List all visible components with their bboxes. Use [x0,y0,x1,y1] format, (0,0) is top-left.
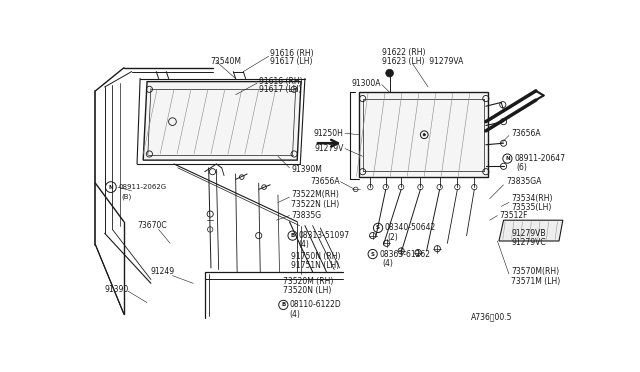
Text: 91616 (RH): 91616 (RH) [270,49,314,58]
Text: 08340-50642: 08340-50642 [385,224,436,232]
Text: 73835GA: 73835GA [507,177,542,186]
Text: 91249: 91249 [151,267,175,276]
Polygon shape [359,92,488,177]
Text: 91279VB: 91279VB [511,229,546,238]
Text: 73522M(RH): 73522M(RH) [291,190,339,199]
Text: 91617 (LH): 91617 (LH) [270,57,313,66]
Text: (6): (6) [516,163,527,172]
Text: 91300A: 91300A [351,78,381,88]
Circle shape [423,134,426,136]
Text: 73535(LH): 73535(LH) [511,203,552,212]
Text: 73670C: 73670C [137,221,166,230]
Text: 73512F: 73512F [499,211,527,220]
Text: S: S [371,251,374,257]
Text: (4): (4) [299,240,310,249]
Text: (4): (4) [382,259,393,268]
Text: N: N [505,156,509,161]
Text: (B): (B) [122,193,132,200]
Text: 91390M: 91390M [291,165,322,174]
Polygon shape [499,220,563,241]
Circle shape [386,69,394,77]
Text: 73835G: 73835G [291,211,321,220]
Text: 73656A: 73656A [310,177,340,186]
Text: 73534(RH): 73534(RH) [511,194,553,203]
Text: 91751N (LH): 91751N (LH) [291,261,339,270]
Text: A736、00.5: A736、00.5 [470,313,512,322]
Text: 91616 (RH): 91616 (RH) [259,77,302,86]
Text: 08363-61262: 08363-61262 [380,250,431,259]
Text: 73522N (LH): 73522N (LH) [291,199,339,209]
Text: 91250H: 91250H [314,129,344,138]
Text: B: B [291,233,294,238]
Text: 08911-20647: 08911-20647 [515,154,565,163]
Text: 91623 (LH)  91279VA: 91623 (LH) 91279VA [382,57,463,66]
Text: 73520N (LH): 73520N (LH) [284,286,332,295]
Text: 91279VC: 91279VC [511,238,546,247]
Text: 73571M (LH): 73571M (LH) [511,276,561,286]
Text: 91622 (RH): 91622 (RH) [382,48,426,57]
Text: 91617 (LH): 91617 (LH) [259,85,301,94]
Text: 73570M(RH): 73570M(RH) [511,267,559,276]
Text: 91390: 91390 [105,285,129,294]
Text: 73656A: 73656A [511,129,541,138]
Polygon shape [143,81,301,160]
Text: S: S [376,225,380,230]
Text: (2): (2) [387,232,398,242]
Text: B: B [281,302,285,307]
Text: 91750N (RH): 91750N (RH) [291,252,340,261]
Text: 73540M: 73540M [210,57,241,66]
Text: 73520M (RH): 73520M (RH) [284,276,333,286]
Text: 91279V: 91279V [314,144,344,153]
Text: 08911-2062G: 08911-2062G [118,184,166,190]
Text: N: N [109,185,113,190]
Text: 08313-51097: 08313-51097 [299,231,350,240]
Text: 08110-6122D: 08110-6122D [289,301,341,310]
Text: (4): (4) [289,310,300,319]
